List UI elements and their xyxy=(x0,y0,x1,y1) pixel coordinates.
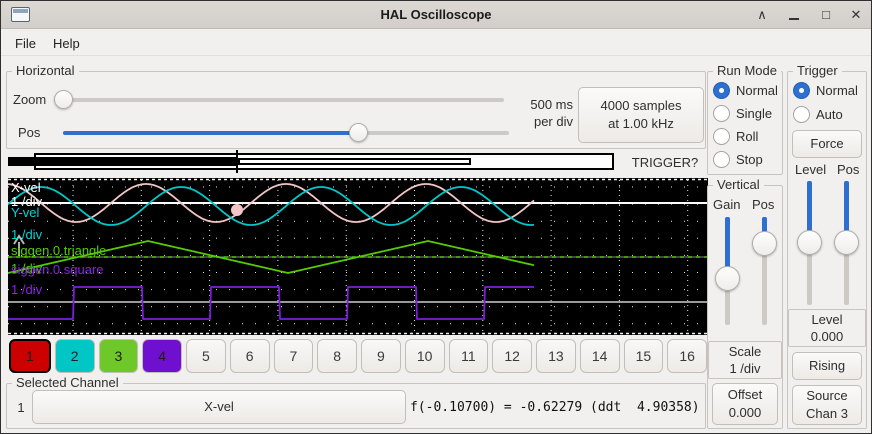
channel-button-9[interactable]: 9 xyxy=(361,339,401,373)
window-title: HAL Oscilloscope xyxy=(1,7,871,22)
trigger-pos-slider[interactable] xyxy=(834,181,860,305)
menubar: File Help xyxy=(1,29,871,56)
scope-svg xyxy=(8,178,708,335)
trigger-level-slider[interactable] xyxy=(797,181,823,305)
vertical-scale-readout: Scale1 /div xyxy=(708,343,782,377)
channel-button-6[interactable]: 6 xyxy=(230,339,270,373)
channel-button-4[interactable]: 4 xyxy=(142,339,182,373)
trigger-group-label: Trigger xyxy=(793,63,842,78)
radio-label: Normal xyxy=(816,83,858,98)
scope-screen[interactable]: X-vel1 /divY-vel1 /divsiggen.0.triangle1… xyxy=(8,178,708,335)
radio-label: Stop xyxy=(736,152,763,167)
vertical-gain-slider[interactable] xyxy=(715,217,741,325)
minimize-icon[interactable] xyxy=(781,3,807,26)
selected-channel-name-button[interactable]: X-vel xyxy=(32,390,406,424)
maximize-icon[interactable]: □ xyxy=(813,3,839,26)
time-per-div-label: 500 msper div xyxy=(513,96,573,130)
trigger-pos-slider-label: Pos xyxy=(837,162,859,177)
scope-label: Y-vel xyxy=(11,206,39,220)
slider-handle[interactable] xyxy=(715,266,740,291)
vertical-group-label: Vertical xyxy=(713,177,764,192)
horizontal-pos-slider[interactable] xyxy=(63,123,509,142)
channel-button-15[interactable]: 15 xyxy=(624,339,664,373)
pos-slider-label: Pos xyxy=(18,125,40,140)
channel-button-11[interactable]: 11 xyxy=(449,339,489,373)
run-mode-group-label: Run Mode xyxy=(713,63,781,78)
menu-file[interactable]: File xyxy=(11,34,40,53)
run-mode-roll-radio[interactable]: Roll xyxy=(713,128,758,145)
menu-help[interactable]: Help xyxy=(49,34,84,53)
radio-label: Roll xyxy=(736,129,758,144)
slider-track xyxy=(54,98,504,102)
trigger-normal-radio[interactable]: Normal xyxy=(793,82,858,99)
vertical-offset-button[interactable]: Offset0.000 xyxy=(712,383,778,425)
channel-button-16[interactable]: 16 xyxy=(667,339,707,373)
slider-handle[interactable] xyxy=(54,90,73,109)
scope-label: 1 /div xyxy=(11,283,42,297)
scope-label: 1 /div xyxy=(11,228,42,242)
horizontal-zoom-slider[interactable] xyxy=(54,90,504,109)
channel-button-3[interactable]: 3 xyxy=(99,339,139,373)
run-mode-stop-radio[interactable]: Stop xyxy=(713,151,763,168)
selected-channel-number: 1 xyxy=(13,399,29,416)
channel-button-14[interactable]: 14 xyxy=(580,339,620,373)
radio-label: Auto xyxy=(816,107,843,122)
minimize-bar xyxy=(789,18,799,20)
radio-icon xyxy=(713,128,730,145)
channel-value-readout: f(-0.10700) = -0.62279 (ddt 4.90358) xyxy=(410,391,705,423)
channel-button-7[interactable]: 7 xyxy=(274,339,314,373)
trigger-question-label: TRIGGER? xyxy=(623,154,707,171)
trigger-auto-radio[interactable]: Auto xyxy=(793,106,843,123)
scope-label: X-vel xyxy=(11,181,41,195)
trigger-level-slider-label: Level xyxy=(795,162,826,177)
trigger-force-button[interactable]: Force xyxy=(792,130,862,158)
radio-icon xyxy=(713,151,730,168)
app-window: HAL Oscilloscope ∧ □ ✕ File Help Horizon… xyxy=(0,0,872,434)
vertical-pos-slider[interactable] xyxy=(752,217,778,325)
radio-selected-icon xyxy=(793,82,810,99)
radio-selected-icon xyxy=(713,82,730,99)
channel-button-1[interactable]: 1 xyxy=(9,339,51,373)
channel-button-5[interactable]: 5 xyxy=(186,339,226,373)
zoom-slider-label: Zoom xyxy=(13,92,46,107)
trigger-position-marker xyxy=(236,150,238,173)
trigger-source-button[interactable]: SourceChan 3 xyxy=(792,385,862,425)
record-acquired-bar xyxy=(8,157,237,166)
channel-button-8[interactable]: 8 xyxy=(317,339,357,373)
trigger-level-readout: Level0.000 xyxy=(788,311,866,345)
run-mode-single-radio[interactable]: Single xyxy=(713,105,772,122)
trigger-edge-button[interactable]: Rising xyxy=(792,352,862,380)
run-mode-normal-radio[interactable]: Normal xyxy=(713,82,778,99)
shade-icon[interactable]: ∧ xyxy=(749,3,775,26)
radio-label: Single xyxy=(736,106,772,121)
horizontal-group-label: Horizontal xyxy=(12,63,79,78)
radio-icon xyxy=(793,106,810,123)
slider-handle[interactable] xyxy=(797,230,822,255)
scope-label: siggen.0.square xyxy=(11,263,104,277)
channel-row: 12345678910111213141516 xyxy=(9,339,707,373)
slider-fill xyxy=(63,131,359,135)
samples-rate-button[interactable]: 4000 samplesat 1.00 kHz xyxy=(578,87,704,143)
channel-button-13[interactable]: 13 xyxy=(536,339,576,373)
radio-label: Normal xyxy=(736,83,778,98)
vertical-pos-slider-label: Pos xyxy=(752,197,774,212)
close-icon[interactable]: ✕ xyxy=(843,3,869,26)
channel-button-10[interactable]: 10 xyxy=(405,339,445,373)
slider-handle[interactable] xyxy=(834,230,859,255)
selected-channel-group-label: Selected Channel xyxy=(12,375,123,390)
scope-label: siggen.0.triangle xyxy=(11,244,106,258)
titlebar[interactable]: HAL Oscilloscope ∧ □ ✕ xyxy=(1,1,871,29)
channel-button-12[interactable]: 12 xyxy=(492,339,532,373)
channel-button-2[interactable]: 2 xyxy=(55,339,95,373)
slider-handle[interactable] xyxy=(349,123,368,142)
slider-handle[interactable] xyxy=(752,231,777,256)
radio-icon xyxy=(713,105,730,122)
record-displayed-bar xyxy=(238,158,471,165)
vertical-gain-slider-label: Gain xyxy=(713,197,740,212)
